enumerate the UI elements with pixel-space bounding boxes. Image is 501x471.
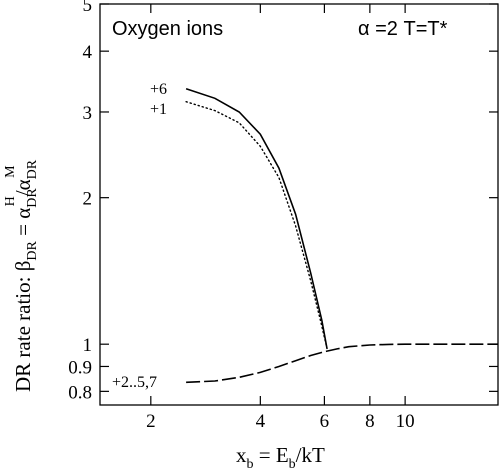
- series-label-plus2to5-7: +2..5,7: [112, 374, 157, 391]
- x-axis-title: xb = Eb/kT: [236, 443, 325, 471]
- series-label-plus6: +6: [150, 81, 167, 98]
- series-lines: [185, 87, 498, 384]
- series-line-2: [186, 343, 498, 384]
- axis-tick-labels: 2 4 6 8 10 0.8 0.91 2 3 4 5: [68, 0, 414, 432]
- y-tick-label-4: 4: [83, 42, 93, 63]
- chart-annotation: α =2 T=T*: [358, 18, 448, 40]
- y-tick-label-1: 1: [83, 335, 93, 356]
- x-tick-label-4: 4: [256, 411, 266, 432]
- y-tick-label-0.9: 0.9: [68, 357, 92, 378]
- series-line-1: [185, 101, 328, 350]
- x-tick-label-2: 2: [146, 411, 156, 432]
- y-tick-label-0.8: 0.8: [68, 382, 92, 403]
- y-axis-title: DR rate ratio: βDR = αDRH/αDRM: [3, 159, 40, 392]
- series-line-0: [185, 87, 328, 349]
- y-tick-label-3: 3: [83, 103, 93, 124]
- chart-title: Oxygen ions: [112, 18, 223, 40]
- plot-frame: [99, 3, 499, 406]
- y-tick-label-2: 2: [83, 189, 93, 210]
- x-tick-label-10: 10: [396, 411, 415, 432]
- series-label-plus1: +1: [150, 101, 167, 118]
- y-tick-label-5: 5: [83, 0, 93, 16]
- x-tick-label-6: 6: [320, 411, 330, 432]
- axis-ticks: [100, 3, 498, 405]
- x-tick-label-8: 8: [365, 411, 375, 432]
